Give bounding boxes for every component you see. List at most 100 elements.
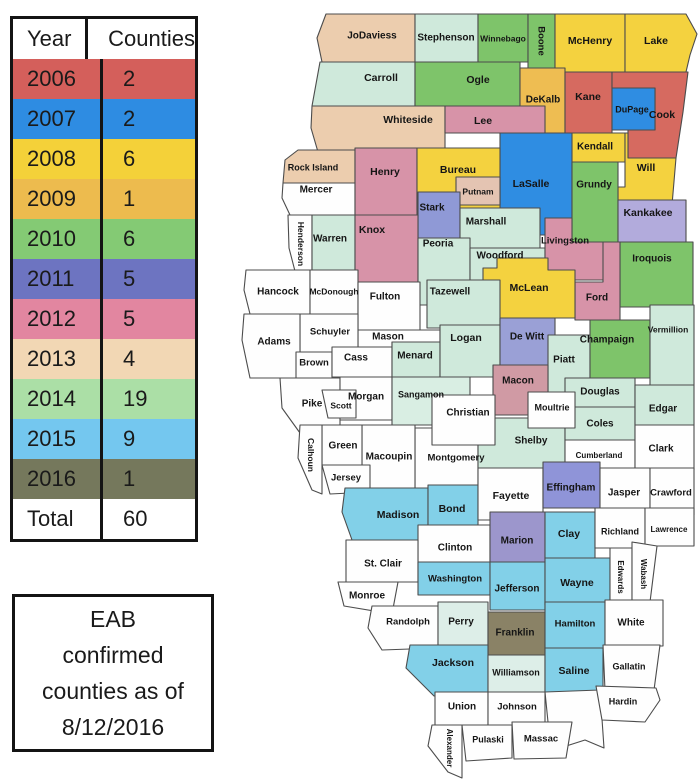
county-label-lasalle: LaSalle — [513, 178, 550, 190]
legend-row-2008: 2008 6 — [13, 139, 195, 179]
county-marion — [489, 511, 546, 563]
county-label-hancock: Hancock — [257, 287, 299, 298]
county-label-woodford: Woodford — [476, 251, 523, 262]
note-line-4: 8/12/2016 — [61, 714, 165, 740]
legend-header-counties: Counties — [85, 19, 195, 59]
legend-year-label: Total — [27, 506, 74, 531]
county-winnebago — [477, 13, 529, 63]
county-label-ford: Ford — [586, 293, 608, 304]
legend-row-2016: 2016 1 — [13, 459, 195, 499]
legend-count-value: 60 — [100, 499, 195, 539]
county-label-jodaviess: JoDaviess — [347, 31, 397, 42]
county-champaign — [589, 319, 651, 379]
legend-count-value: 2 — [100, 59, 195, 99]
county-label-putnam: Putnam — [462, 186, 494, 196]
county-kane — [564, 71, 613, 134]
county-label-lawrence: Lawrence — [651, 525, 688, 534]
county-label-cumberland: Cumberland — [576, 451, 623, 460]
county-moultrie — [527, 391, 576, 429]
county-label-henderson: Henderson — [296, 222, 306, 266]
county-st-clair — [345, 539, 419, 583]
county-label-carroll: Carroll — [364, 72, 398, 84]
county-label-alexander: Alexander — [445, 729, 454, 768]
county-label-dupage: DuPage — [615, 104, 649, 114]
county-label-peoria: Peoria — [423, 239, 454, 250]
county-label-de-witt: De Witt — [510, 332, 545, 343]
county-label-kane: Kane — [575, 91, 601, 103]
county-label-cass: Cass — [344, 353, 368, 364]
county-bond — [427, 484, 479, 526]
note-line-1: EAB — [89, 606, 137, 632]
county-label-marion: Marion — [501, 536, 534, 547]
county-menard — [391, 341, 441, 378]
county-saline — [544, 647, 604, 693]
county-label-mcdonough: McDonough — [309, 286, 358, 296]
legend-count-value: 6 — [100, 219, 195, 259]
county-hamilton — [544, 601, 606, 649]
county-randolph — [367, 605, 439, 651]
county-label-mercer: Mercer — [300, 185, 333, 196]
legend-year-label: 2013 — [27, 346, 76, 371]
legend-count-value: 4 — [100, 339, 195, 379]
county-label-kendall: Kendall — [577, 142, 613, 153]
county-jefferson — [489, 561, 546, 611]
county-label-richland: Richland — [601, 526, 639, 536]
county-vermillion — [649, 304, 695, 386]
county-dupage — [611, 87, 656, 131]
county-de-witt — [499, 317, 556, 366]
legend-count-value: 2 — [100, 99, 195, 139]
county-label-crawford: Crawford — [650, 488, 692, 499]
legend-row-2011: 2011 5 — [13, 259, 195, 299]
county-label-boone: Boone — [535, 26, 546, 56]
county-kankakee — [617, 199, 687, 243]
county-label-sangamon: Sangamon — [398, 389, 444, 399]
county-label-scott: Scott — [330, 400, 351, 410]
county-label-warren: Warren — [313, 234, 347, 245]
county-label-christian: Christian — [446, 408, 489, 419]
county-ford — [574, 241, 621, 321]
county-iroquois — [619, 241, 694, 308]
county-label-fayette: Fayette — [493, 490, 530, 502]
county-label-winnebago: Winnebago — [480, 33, 526, 43]
county-label-douglas: Douglas — [580, 387, 620, 398]
legend-year-label: 2008 — [27, 146, 76, 171]
county-label-morgan: Morgan — [348, 392, 384, 403]
county-label-bureau: Bureau — [440, 164, 476, 176]
county-label-macoupin: Macoupin — [366, 452, 413, 463]
legend-row-2007: 2007 2 — [13, 99, 195, 139]
county-label-pike: Pike — [302, 399, 323, 410]
county-clinton — [417, 524, 491, 563]
county-label-saline: Saline — [559, 665, 590, 677]
county-label-whiteside: Whiteside — [383, 114, 433, 126]
county-label-jefferson: Jefferson — [494, 584, 539, 595]
note-line-2: confirmed — [62, 642, 164, 668]
county-label-livingston: Livingston — [541, 236, 589, 247]
county-washington — [417, 561, 491, 596]
eab-note-box: EAB confirmed counties as of 8/12/2016 — [12, 594, 214, 752]
county-ogle — [414, 61, 521, 107]
legend-year-label: 2012 — [27, 306, 76, 331]
county-calhoun — [297, 424, 323, 495]
county-logan — [439, 324, 501, 378]
legend-year-label: 2007 — [27, 106, 76, 131]
county-lawrence — [644, 507, 695, 547]
county-label-wabash: Wabash — [639, 559, 648, 589]
county-label-coles: Coles — [586, 419, 614, 430]
county-label-cook: Cook — [649, 109, 675, 121]
county-jasper — [599, 467, 651, 516]
county-label-kankakee: Kankakee — [623, 207, 672, 219]
county-marshall — [459, 207, 541, 251]
legend-year-label: 2010 — [27, 226, 76, 251]
county-label-mason: Mason — [372, 332, 404, 343]
county-label-grundy: Grundy — [576, 180, 612, 191]
county-label-adams: Adams — [257, 337, 291, 348]
county-label-jersey: Jersey — [331, 473, 362, 484]
eab-year-legend-table: Year Counties 2006 2 2007 2 2008 6 2009 1 2010 6 2… — [10, 16, 198, 542]
county-lee — [444, 105, 546, 134]
county-label-fulton: Fulton — [370, 292, 401, 303]
county-label-massac: Massac — [524, 734, 558, 745]
county-label-moultrie: Moultrie — [535, 402, 570, 412]
county-williamson — [487, 654, 546, 693]
